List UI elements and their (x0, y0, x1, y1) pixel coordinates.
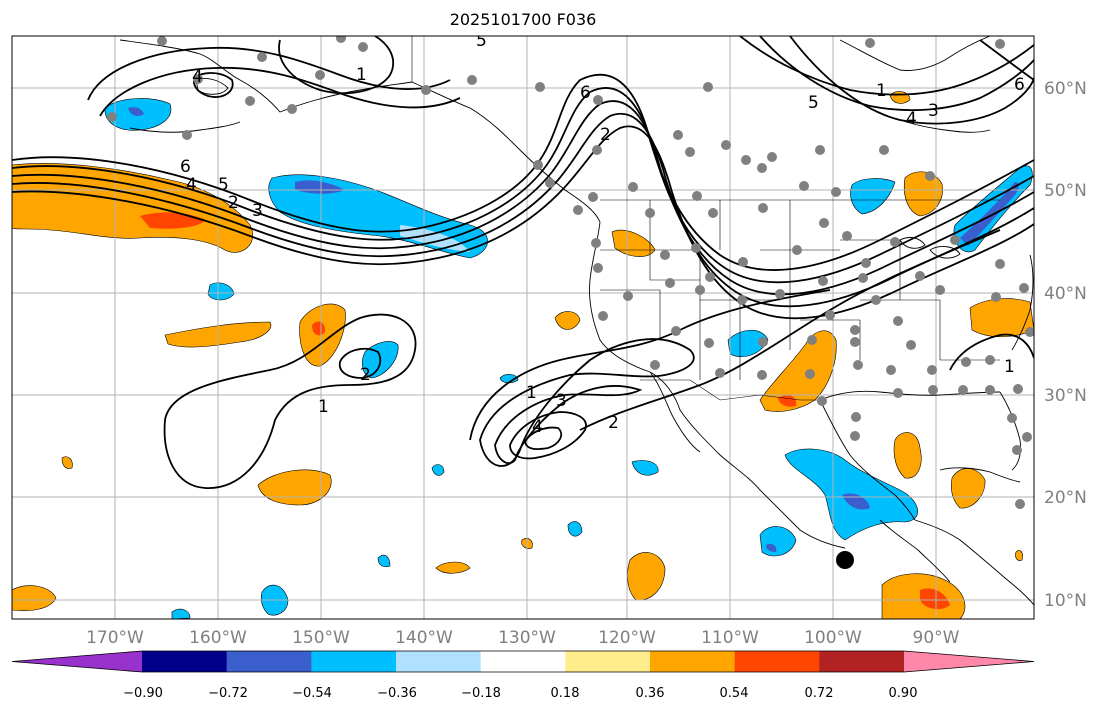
lon-label: 150°W (292, 628, 350, 648)
colorbar-extend-low (12, 651, 142, 672)
lat-label: 10°N (1044, 591, 1087, 611)
colorbar-segment (819, 651, 905, 672)
colorbar-tick-label: 0.54 (720, 686, 749, 701)
contour-label: 5 (476, 31, 487, 51)
contour-label: 5 (808, 93, 819, 113)
colorbar-outline (11, 650, 1035, 673)
contour-label: 5 (218, 175, 229, 195)
colorbar-tick-label: −0.90 (123, 686, 163, 701)
contour-label: 1 (318, 397, 329, 417)
lat-label: 30°N (1044, 386, 1087, 406)
contour-label: 6 (580, 83, 591, 103)
colorbar-tick-label: 0.36 (636, 686, 665, 701)
contour-label: 4 (532, 417, 543, 437)
colorbar-tick-label: 0.18 (551, 686, 580, 701)
latitude-labels: 60°N 50°N 40°N 30°N 20°N 10°N (1044, 79, 1087, 611)
colorbar-tick-labels: −0.90 −0.72 −0.54 −0.36 −0.18 0.18 0.36 … (123, 686, 917, 701)
lon-label: 100°W (804, 628, 862, 648)
political-borders (411, 36, 1000, 401)
lat-label: 50°N (1044, 181, 1087, 201)
colorbar-segment (226, 651, 312, 672)
lon-label: 140°W (395, 628, 453, 648)
colorbar-segment (396, 651, 482, 672)
colorbar (11, 650, 1035, 673)
colorbar-segment (311, 651, 397, 672)
contour-label: 3 (556, 391, 567, 411)
plot-frame (11, 35, 1035, 620)
contour-label: 3 (252, 201, 263, 221)
contour-label: 2 (608, 413, 619, 433)
lat-label: 40°N (1044, 284, 1087, 304)
contour-label: 2 (600, 125, 611, 145)
contour-label: 1 (876, 81, 887, 101)
map-plot-area: 6 4 5 2 3 1 2 1 3 4 2 5 6 4 5 6 4 3 1 1 … (12, 31, 1034, 619)
colorbar-tick-label: −0.72 (208, 686, 248, 701)
contour-label: 4 (192, 67, 203, 87)
shading-fills (12, 91, 1034, 619)
contour-label: 1 (526, 383, 537, 403)
contour-label: 2 (228, 193, 239, 213)
colorbar-segment (734, 651, 820, 672)
colorbar-segment (480, 651, 566, 672)
contour-labels: 6 4 5 2 3 1 2 1 3 4 2 5 6 4 5 6 4 3 1 1 … (180, 31, 1025, 437)
colorbar-extend-high (904, 651, 1034, 672)
contour-label: 6 (1014, 75, 1025, 95)
lon-label: 90°W (913, 628, 960, 648)
lat-label: 20°N (1044, 488, 1087, 508)
lon-label: 170°W (86, 628, 144, 648)
contour-label: 4 (906, 109, 917, 129)
colorbar-segment (650, 651, 736, 672)
contour-label: 4 (186, 175, 197, 195)
lon-label: 120°W (598, 628, 656, 648)
contour-label: 3 (928, 101, 939, 121)
graticule (12, 36, 1034, 619)
contour-label: 2 (360, 365, 371, 385)
coastlines (119, 36, 1034, 606)
colorbar-tick-label: −0.36 (377, 686, 417, 701)
colorbar-tick-label: −0.18 (461, 686, 501, 701)
colorbar-tick-label: 0.72 (805, 686, 834, 701)
colorbar-segment (565, 651, 651, 672)
contour-label: 1 (1004, 357, 1015, 377)
storm-center-marker (836, 551, 854, 569)
longitude-labels: 170°W 160°W 150°W 140°W 130°W 120°W 110°… (86, 628, 960, 648)
contour-label: 1 (356, 65, 367, 85)
lon-label: 160°W (189, 628, 247, 648)
contour-label: 6 (180, 157, 191, 177)
lon-label: 130°W (498, 628, 556, 648)
station-markers (107, 36, 1034, 509)
map-title: 2025101700 F036 (449, 10, 597, 29)
lat-label: 60°N (1044, 79, 1087, 99)
colorbar-tick-label: 0.90 (889, 686, 918, 701)
colorbar-tick-label: −0.54 (292, 686, 332, 701)
lon-label: 110°W (701, 628, 759, 648)
colorbar-segment (142, 651, 228, 672)
